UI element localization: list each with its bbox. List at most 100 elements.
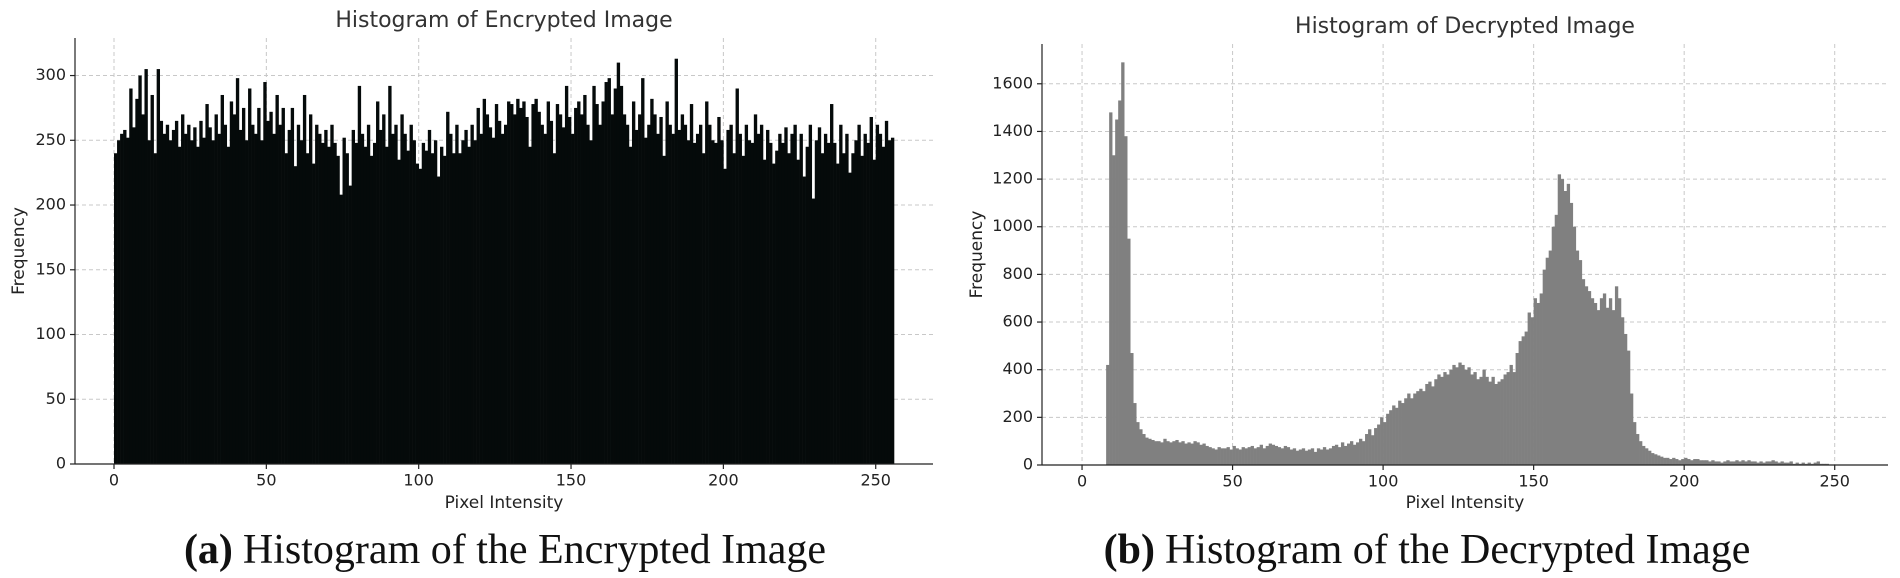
bar [878,133,883,464]
bar [820,153,825,465]
chart-title: Histogram of Decrypted Image [1295,14,1635,39]
bar [117,140,121,464]
bar [845,133,849,464]
bar [369,155,374,465]
bar [546,101,551,464]
bar [1795,462,1799,465]
bar [1386,413,1390,465]
bar [1109,112,1113,466]
bar [1401,403,1405,465]
bar [766,129,770,464]
bar [805,146,809,464]
bar [1729,461,1733,465]
bar [1470,374,1474,465]
bar [1780,461,1784,465]
bar [1533,298,1537,465]
bar [1380,417,1384,465]
bar [802,176,806,464]
bar [1199,444,1203,465]
bar [220,94,224,464]
bar [567,116,572,464]
bar [205,104,209,465]
bar [668,124,672,465]
bar [1596,310,1601,465]
bar [211,140,215,464]
bar [312,163,316,464]
bar [1636,434,1640,465]
bar [269,111,273,464]
bar [1398,400,1402,465]
bar [1295,450,1300,465]
bar [1654,454,1658,465]
bar [473,140,477,464]
bar [497,120,502,465]
bar [1292,448,1297,465]
bar [525,116,529,464]
bar [1346,443,1351,465]
bar [598,124,602,465]
y-tick-label: 1400 [992,121,1033,140]
bar [235,78,240,464]
bar [762,159,767,464]
x-axis-label: Pixel Intensity [445,493,564,513]
bar [1392,405,1396,465]
bar [1593,302,1598,465]
bar [753,114,758,464]
x-tick-label: 50 [1222,472,1242,491]
bar [1374,428,1378,465]
bar [458,153,462,465]
bar [613,88,618,465]
bar [339,194,343,464]
bar [1569,202,1574,466]
bar [1632,422,1637,465]
bar [1732,461,1736,465]
bar [814,140,819,464]
bar [290,107,295,465]
bar [275,94,279,464]
bar [318,133,322,464]
bar [199,120,203,465]
bar [296,124,301,465]
bar [1316,448,1321,465]
bar [336,155,340,465]
y-tick-label: 0 [56,454,66,473]
bar [1449,369,1453,465]
bar [1419,388,1423,465]
bar [357,85,362,464]
bar [653,114,657,464]
bar [1681,459,1685,465]
bar [1497,381,1501,465]
bar [610,114,614,464]
bar [759,124,764,465]
bar [1328,448,1333,465]
bar [1404,398,1408,465]
bar [1642,445,1646,465]
bar [1190,443,1194,465]
bar [202,137,206,464]
bar [430,153,435,465]
bar [1175,439,1179,465]
bar [586,124,590,465]
bar [263,82,267,464]
bar [1539,293,1543,465]
bar [537,111,541,464]
bar [1548,250,1553,465]
bar [1458,362,1462,465]
bar [126,137,130,464]
bar [1684,457,1688,465]
bar [589,140,593,464]
y-tick-label: 1000 [992,216,1033,235]
y-tick-label: 0 [1023,455,1033,474]
bar [1377,424,1381,465]
bar [1491,376,1495,465]
bar [144,69,148,464]
bar [482,98,487,464]
bar [665,101,669,464]
bar [455,124,459,465]
bar [1461,364,1465,465]
bar [1446,374,1450,465]
bar [266,120,270,465]
bar [1657,455,1661,465]
bar [1726,460,1730,465]
bar [1509,364,1513,465]
